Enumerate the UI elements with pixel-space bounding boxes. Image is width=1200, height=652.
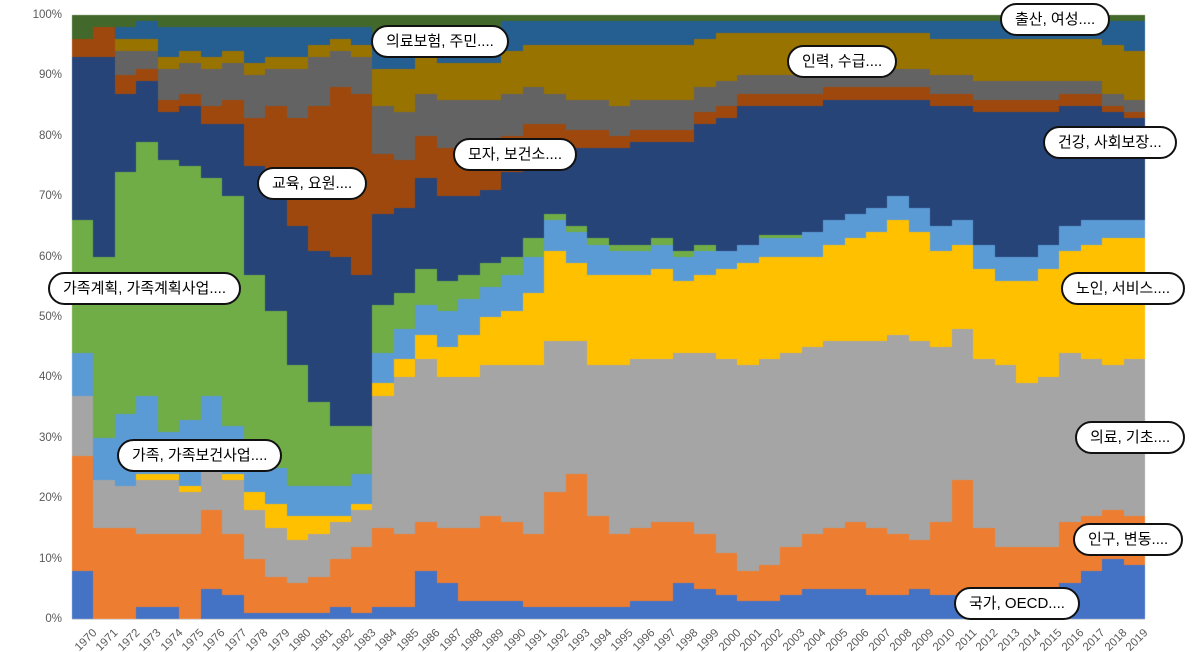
y-tick-label: 0% — [45, 613, 62, 625]
series-callout-label: 국가, OECD.... — [954, 587, 1080, 620]
y-tick-label: 90% — [38, 69, 62, 82]
series-callout-label: 가족계획, 가족계획사업.... — [48, 272, 242, 305]
y-tick-label: 60% — [38, 250, 62, 263]
series-callout-label: 인력, 수급.... — [787, 45, 898, 78]
y-tick-label: 70% — [38, 190, 62, 203]
y-tick-label: 10% — [38, 552, 62, 565]
series-callout-label: 의료보험, 주민.... — [371, 25, 509, 58]
y-tick-label: 20% — [38, 492, 62, 505]
series-callout-label: 교육, 요원.... — [257, 167, 368, 200]
y-tick-label: 50% — [38, 311, 62, 323]
series-callout-label: 노인, 서비스.... — [1061, 272, 1186, 305]
series-callout-label: 인구, 변동.... — [1073, 523, 1184, 556]
series-callout-label: 출산, 여성.... — [1000, 3, 1111, 36]
series-callout-label: 모자, 보건소.... — [453, 138, 578, 171]
y-tick-label: 100% — [32, 9, 62, 21]
y-tick-label: 40% — [38, 371, 62, 384]
series-callout-label: 의료, 기초.... — [1075, 421, 1186, 454]
series-callout-label: 건강, 사회보장... — [1043, 126, 1177, 159]
x-axis-line — [72, 619, 1145, 620]
y-tick-label: 80% — [38, 129, 62, 142]
series-callout-label: 가족, 가족보건사업.... — [117, 439, 283, 472]
y-tick-label: 30% — [38, 431, 62, 444]
